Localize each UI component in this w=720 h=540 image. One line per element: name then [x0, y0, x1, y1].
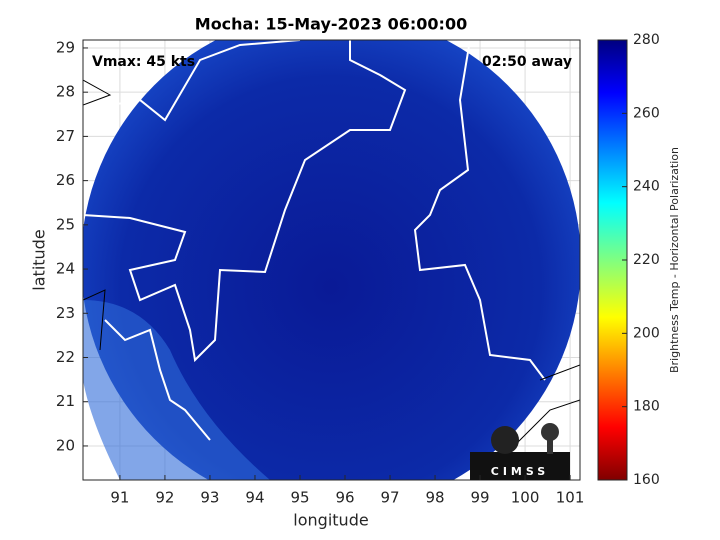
x-tick-label: 92 [155, 489, 174, 507]
colorbar-tick-label: 280 [633, 32, 660, 48]
coastline [83, 79, 580, 461]
logo-text: CIMSS [491, 465, 549, 478]
x-tick-label: 91 [110, 489, 129, 507]
colorbar-tick-label: 240 [633, 179, 660, 195]
x-tick-label: 94 [245, 489, 264, 507]
y-tick-label: 20 [56, 436, 75, 454]
y-tick-label: 25 [56, 215, 75, 233]
x-tick-label: 95 [290, 489, 309, 507]
colorbar-tick-label: 220 [633, 252, 660, 268]
x-tick-label: 98 [425, 489, 444, 507]
coastline [83, 40, 407, 363]
x-axis-label: longitude [293, 511, 368, 530]
y-tick-label: 22 [56, 348, 75, 366]
y-tick-label: 28 [56, 83, 75, 101]
colorbar-label: Brightness Temp - Horizontal Polarizatio… [668, 147, 681, 373]
y-tick-label: 29 [56, 38, 75, 56]
colorbar-tick-label: 180 [633, 399, 660, 415]
plot-frame [82, 39, 581, 481]
y-tick-label: 24 [56, 260, 75, 278]
logo: CIMSS [470, 423, 570, 480]
vmax-annotation: Vmax: 45 kts [92, 54, 195, 70]
colorbar-tick-label: 160 [633, 472, 660, 488]
x-tick-label: 101 [556, 489, 585, 507]
colorbar-tick-label: 200 [633, 325, 660, 341]
x-tick-label: 97 [380, 489, 399, 507]
satellite-image [83, 40, 580, 480]
y-tick-label: 26 [56, 171, 75, 189]
coastline [104, 319, 211, 441]
y-tick-label: 23 [56, 304, 75, 322]
y-tick-label: 21 [56, 392, 75, 410]
y-axis-label: latitude [30, 229, 49, 290]
colorbar-tick-label: 260 [633, 105, 660, 121]
x-tick-label: 93 [200, 489, 219, 507]
scan-disk [83, 40, 580, 480]
y-tick-label: 27 [56, 127, 75, 145]
time-annotation: 02:50 away [482, 54, 572, 70]
border [413, 40, 546, 381]
x-tick-label: 99 [471, 489, 490, 507]
x-tick-label: 96 [335, 489, 354, 507]
title: Mocha: 15-May-2023 06:00:00 [195, 15, 467, 34]
border [83, 40, 301, 122]
x-tick-label: 100 [511, 489, 540, 507]
warm-region [83, 300, 270, 480]
